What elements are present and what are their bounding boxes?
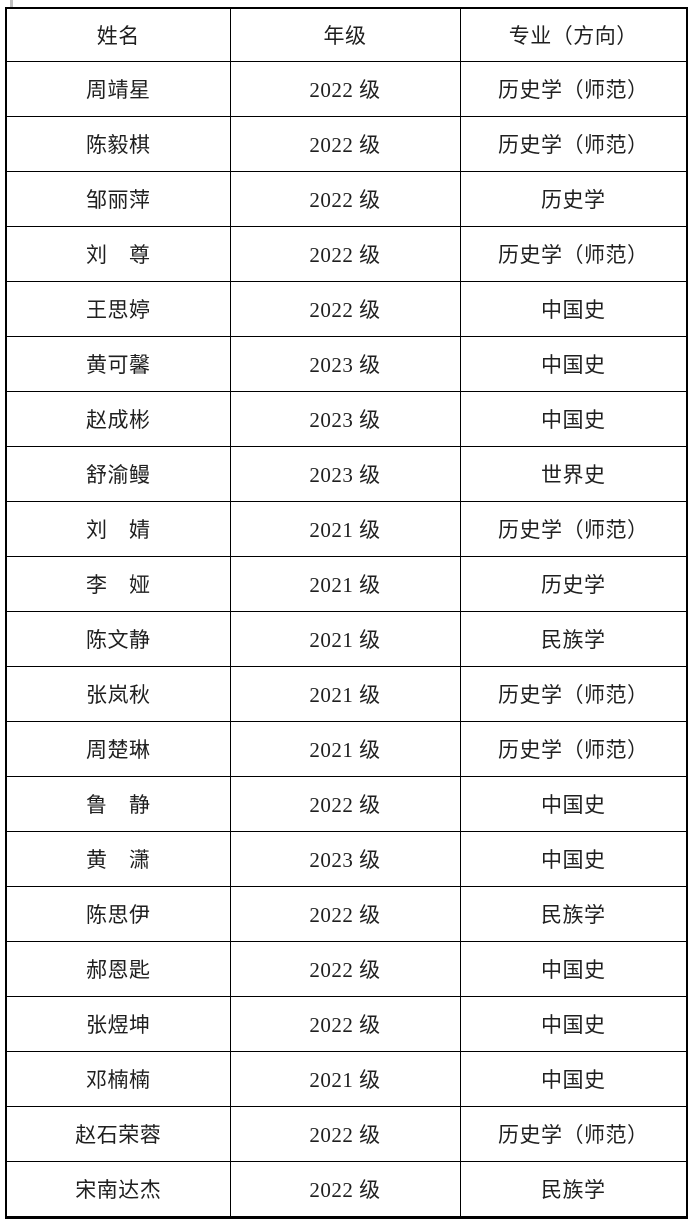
name-cell: 黄 潇	[5, 831, 231, 887]
page-margin-marker	[10, 0, 13, 9]
header-major: 专业（方向）	[459, 7, 688, 62]
major-cell: 历史学（师范）	[459, 1106, 688, 1162]
major-cell: 历史学	[459, 556, 688, 612]
grade-cell: 2022 级	[229, 1161, 461, 1218]
grade-cell: 2022 级	[229, 1106, 461, 1162]
major-cell: 民族学	[459, 1161, 688, 1218]
major-cell: 历史学（师范）	[459, 116, 688, 172]
table-row: 邓楠楠 2021 级 中国史	[5, 1051, 688, 1107]
name-cell: 鲁 静	[5, 776, 231, 832]
table-row: 李 娅 2021 级 历史学	[5, 556, 688, 612]
name-cell: 李 娅	[5, 556, 231, 612]
grade-cell: 2022 级	[229, 776, 461, 832]
table-row: 陈毅棋 2022 级 历史学（师范）	[5, 116, 688, 172]
table-row: 赵石荣蓉 2022 级 历史学（师范）	[5, 1106, 688, 1162]
grade-cell: 2021 级	[229, 556, 461, 612]
grade-cell: 2023 级	[229, 446, 461, 502]
name-cell: 宋南达杰	[5, 1161, 231, 1218]
grade-cell: 2022 级	[229, 61, 461, 117]
name-cell: 张煜坤	[5, 996, 231, 1052]
name-cell: 陈毅棋	[5, 116, 231, 172]
name-cell: 黄可馨	[5, 336, 231, 392]
table-row: 周楚琳 2021 级 历史学（师范）	[5, 721, 688, 777]
name-cell: 赵石荣蓉	[5, 1106, 231, 1162]
major-cell: 历史学（师范）	[459, 501, 688, 557]
header-row: 姓名 年级 专业（方向）	[5, 7, 688, 62]
grade-cell: 2022 级	[229, 941, 461, 997]
major-cell: 中国史	[459, 336, 688, 392]
grade-cell: 2023 级	[229, 391, 461, 447]
table-header: 姓名 年级 专业（方向）	[5, 7, 688, 62]
grade-cell: 2023 级	[229, 336, 461, 392]
name-cell: 邓楠楠	[5, 1051, 231, 1107]
header-grade: 年级	[229, 7, 461, 62]
table-row: 陈思伊 2022 级 民族学	[5, 886, 688, 942]
name-cell: 刘 尊	[5, 226, 231, 282]
major-cell: 历史学（师范）	[459, 226, 688, 282]
table-row: 郝恩匙 2022 级 中国史	[5, 941, 688, 997]
table-row: 黄 潇 2023 级 中国史	[5, 831, 688, 887]
name-cell: 陈文静	[5, 611, 231, 667]
table-row: 周靖星 2022 级 历史学（师范）	[5, 61, 688, 117]
major-cell: 世界史	[459, 446, 688, 502]
major-cell: 中国史	[459, 391, 688, 447]
name-cell: 赵成彬	[5, 391, 231, 447]
name-cell: 刘 婧	[5, 501, 231, 557]
table-row: 赵成彬 2023 级 中国史	[5, 391, 688, 447]
name-cell: 周靖星	[5, 61, 231, 117]
grade-cell: 2021 级	[229, 501, 461, 557]
grade-cell: 2022 级	[229, 996, 461, 1052]
table-row: 宋南达杰 2022 级 民族学	[5, 1161, 688, 1218]
grade-cell: 2021 级	[229, 1051, 461, 1107]
grade-cell: 2022 级	[229, 226, 461, 282]
name-cell: 陈思伊	[5, 886, 231, 942]
major-cell: 历史学（师范）	[459, 721, 688, 777]
name-cell: 郝恩匙	[5, 941, 231, 997]
major-cell: 历史学	[459, 171, 688, 227]
name-cell: 舒渝鳗	[5, 446, 231, 502]
grade-cell: 2022 级	[229, 281, 461, 337]
grade-cell: 2021 级	[229, 611, 461, 667]
major-cell: 历史学（师范）	[459, 61, 688, 117]
table-row: 刘 婧 2021 级 历史学（师范）	[5, 501, 688, 557]
table-row: 刘 尊 2022 级 历史学（师范）	[5, 226, 688, 282]
grade-cell: 2021 级	[229, 721, 461, 777]
major-cell: 历史学（师范）	[459, 666, 688, 722]
major-cell: 中国史	[459, 831, 688, 887]
name-cell: 王思婷	[5, 281, 231, 337]
major-cell: 中国史	[459, 996, 688, 1052]
major-cell: 中国史	[459, 941, 688, 997]
name-cell: 张岚秋	[5, 666, 231, 722]
table-row: 张岚秋 2021 级 历史学（师范）	[5, 666, 688, 722]
major-cell: 中国史	[459, 281, 688, 337]
major-cell: 民族学	[459, 611, 688, 667]
grade-cell: 2021 级	[229, 666, 461, 722]
major-cell: 民族学	[459, 886, 688, 942]
grade-cell: 2022 级	[229, 116, 461, 172]
name-cell: 邹丽萍	[5, 171, 231, 227]
major-cell: 中国史	[459, 1051, 688, 1107]
table-row: 舒渝鳗 2023 级 世界史	[5, 446, 688, 502]
header-name: 姓名	[5, 7, 231, 62]
student-roster-table: 姓名 年级 专业（方向） 周靖星 2022 级 历史学（师范） 陈毅棋 2022…	[5, 7, 688, 1219]
table-body: 周靖星 2022 级 历史学（师范） 陈毅棋 2022 级 历史学（师范） 邹丽…	[5, 61, 688, 1218]
grade-cell: 2022 级	[229, 171, 461, 227]
table-row: 张煜坤 2022 级 中国史	[5, 996, 688, 1052]
table-row: 黄可馨 2023 级 中国史	[5, 336, 688, 392]
name-cell: 周楚琳	[5, 721, 231, 777]
grade-cell: 2022 级	[229, 886, 461, 942]
major-cell: 中国史	[459, 776, 688, 832]
table-row: 鲁 静 2022 级 中国史	[5, 776, 688, 832]
table-row: 邹丽萍 2022 级 历史学	[5, 171, 688, 227]
table-row: 陈文静 2021 级 民族学	[5, 611, 688, 667]
grade-cell: 2023 级	[229, 831, 461, 887]
table-row: 王思婷 2022 级 中国史	[5, 281, 688, 337]
